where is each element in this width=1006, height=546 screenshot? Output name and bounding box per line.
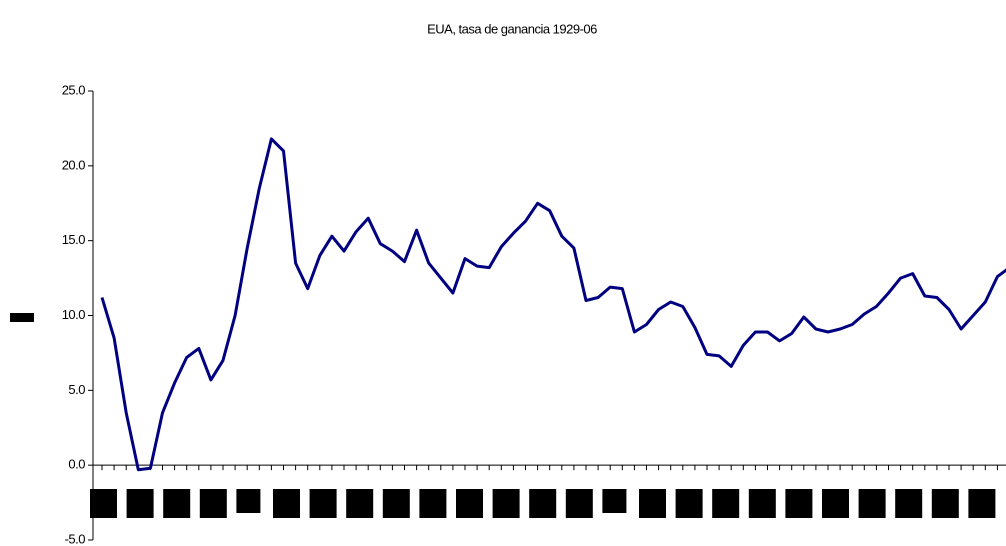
y-tick-label: 15.0 <box>62 232 86 247</box>
chart-title: EUA, tasa de ganancia 1929-06 <box>427 21 597 36</box>
x-label-glyphs <box>90 489 996 518</box>
x-label-glyph <box>273 489 300 518</box>
y-tick-label: 20.0 <box>62 157 86 172</box>
y-tick-label: -5.0 <box>65 531 86 546</box>
y-tick-label: 25.0 <box>62 82 86 97</box>
y-tick-label: 5.0 <box>68 382 85 397</box>
x-label-glyph <box>309 489 337 518</box>
x-label-glyph <box>895 489 923 518</box>
x-label-glyph <box>748 489 776 518</box>
y-tick-label: 0.0 <box>68 457 85 472</box>
x-label-glyph <box>968 489 996 518</box>
x-label-glyph <box>675 489 703 518</box>
x-label-glyph <box>456 489 483 518</box>
x-label-glyph <box>492 489 520 518</box>
x-label-glyph <box>858 489 886 518</box>
x-label-glyph <box>712 489 740 518</box>
x-label-glyph <box>90 489 117 518</box>
x-label-glyph <box>236 489 261 513</box>
x-label-glyph <box>419 489 447 518</box>
x-label-glyph <box>822 489 849 518</box>
y-tick-label: 10.0 <box>62 307 86 322</box>
series-line <box>100 137 1006 472</box>
x-label-glyph <box>199 489 227 518</box>
x-label-glyph <box>126 489 154 518</box>
x-label-glyph <box>382 489 410 518</box>
x-label-glyph <box>785 489 813 518</box>
x-label-glyph <box>639 489 666 518</box>
x-label-glyph <box>931 489 959 518</box>
x-label-glyph <box>602 489 627 513</box>
x-label-glyph <box>565 489 593 518</box>
axis-title-glyph <box>10 313 34 322</box>
x-label-glyph <box>346 489 374 518</box>
x-label-glyph <box>529 489 557 518</box>
x-label-glyph <box>163 489 191 518</box>
